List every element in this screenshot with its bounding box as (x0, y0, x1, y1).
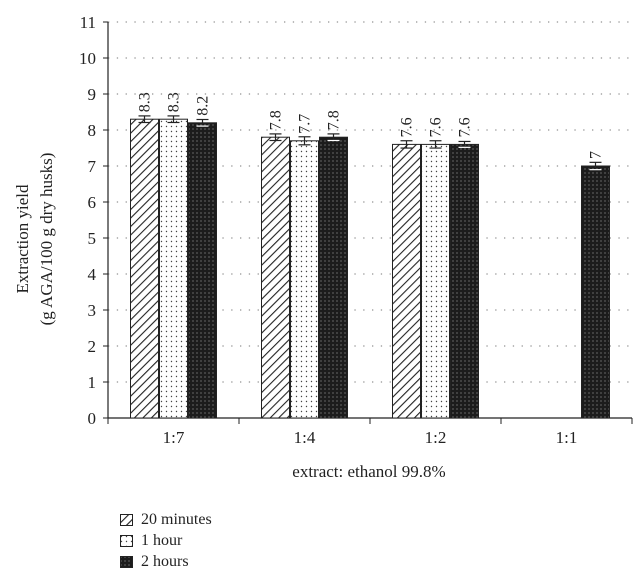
y-axis-label-line-1: Extraction yield (13, 184, 32, 294)
bar (421, 143, 450, 419)
data-label: 7.6 (399, 117, 416, 137)
data-label: 7 (588, 151, 605, 159)
legend-item-2-hours: 2 hours (120, 551, 320, 572)
y-tick-label: 1 (88, 373, 97, 392)
y-tick-label: 5 (88, 229, 97, 248)
data-label: 8.3 (137, 92, 154, 112)
y-tick-label: 7 (88, 157, 97, 176)
y-tick-label: 10 (79, 49, 96, 68)
data-label: 7.8 (268, 110, 285, 130)
y-tick-label: 8 (88, 121, 97, 140)
legend-label: 2 hours (141, 552, 189, 570)
axes: 0 1 2 3 4 5 6 7 8 9 10 11 1:7 1:4 1:2 1:1 (79, 13, 633, 447)
y-tick-label: 3 (88, 301, 97, 320)
data-label: 7.7 (297, 114, 314, 134)
x-tick-label: 1:4 (294, 428, 316, 447)
data-label: 8.3 (166, 92, 183, 112)
bars (130, 115, 610, 419)
bar (261, 136, 290, 419)
legend-swatch-dark (120, 555, 133, 568)
y-tick-label: 9 (88, 85, 97, 104)
bar (159, 118, 188, 419)
bar (130, 118, 159, 419)
y-tick-label: 6 (88, 193, 97, 212)
x-axis-title: extract: ethanol 99.8% (292, 462, 445, 481)
y-tick-label: 11 (80, 13, 96, 32)
data-label: 8.2 (195, 96, 212, 116)
bar (581, 165, 610, 419)
data-label: 7.8 (326, 110, 343, 130)
legend-swatch-dots (120, 534, 133, 547)
legend-item-20-minutes: 20 minutes (120, 509, 320, 530)
data-label: 7.6 (457, 117, 474, 137)
legend-swatch-hatch (120, 513, 133, 526)
legend: 20 minutes 1 hour 2 hours (120, 509, 320, 572)
bar (290, 140, 319, 419)
x-tick-label: 1:7 (163, 428, 185, 447)
y-tick-label: 2 (88, 337, 97, 356)
y-tick-label: 0 (88, 409, 97, 428)
data-label: 7.6 (428, 117, 445, 137)
data-labels: 8.3 8.3 8.2 7.8 7.7 7.8 7.6 7.6 7.6 7 (137, 92, 605, 159)
y-tick-label: 4 (88, 265, 97, 284)
x-tick-label: 1:2 (425, 428, 447, 447)
bar (319, 136, 348, 419)
legend-item-1-hour: 1 hour (120, 530, 320, 551)
bar-chart: 0 1 2 3 4 5 6 7 8 9 10 11 1:7 1:4 1:2 1:1 8.3 8.3 8.2 7.8 7… (13, 13, 633, 481)
x-tick-label: 1:1 (556, 428, 578, 447)
legend-label: 20 minutes (141, 510, 212, 528)
bar (450, 143, 479, 419)
bar (188, 122, 217, 419)
y-axis-label-line-2: (g AGA/100 g dry husks) (37, 153, 56, 326)
legend-label: 1 hour (141, 531, 183, 549)
bar (392, 143, 421, 419)
